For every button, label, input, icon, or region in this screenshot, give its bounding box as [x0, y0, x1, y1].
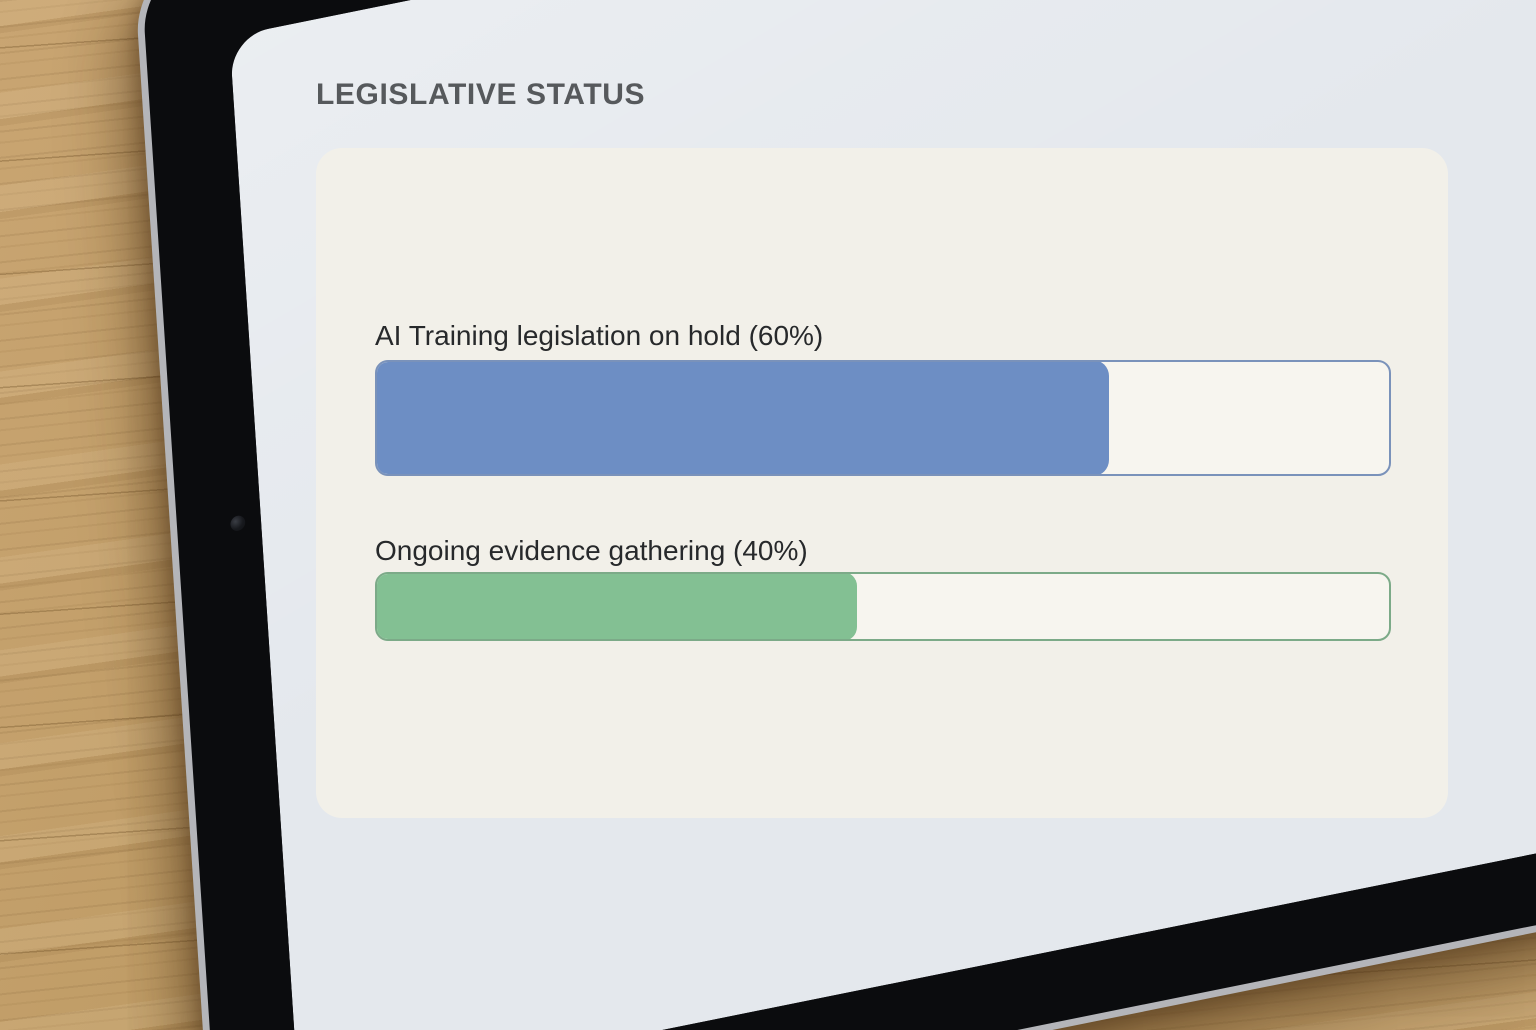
progress-fill-ai-training	[377, 362, 1109, 474]
status-card: AI Training legislation on hold (60%) On…	[316, 148, 1448, 818]
page-title: LEGISLATIVE STATUS	[316, 78, 646, 111]
progress-track-ai-training	[375, 360, 1391, 476]
progress-fill-evidence-gathering	[377, 574, 857, 639]
progress-track-evidence-gathering	[375, 572, 1391, 641]
progress-label-evidence-gathering: Ongoing evidence gathering (40%)	[375, 535, 808, 566]
progress-label-ai-training: AI Training legislation on hold (60%)	[375, 320, 824, 351]
